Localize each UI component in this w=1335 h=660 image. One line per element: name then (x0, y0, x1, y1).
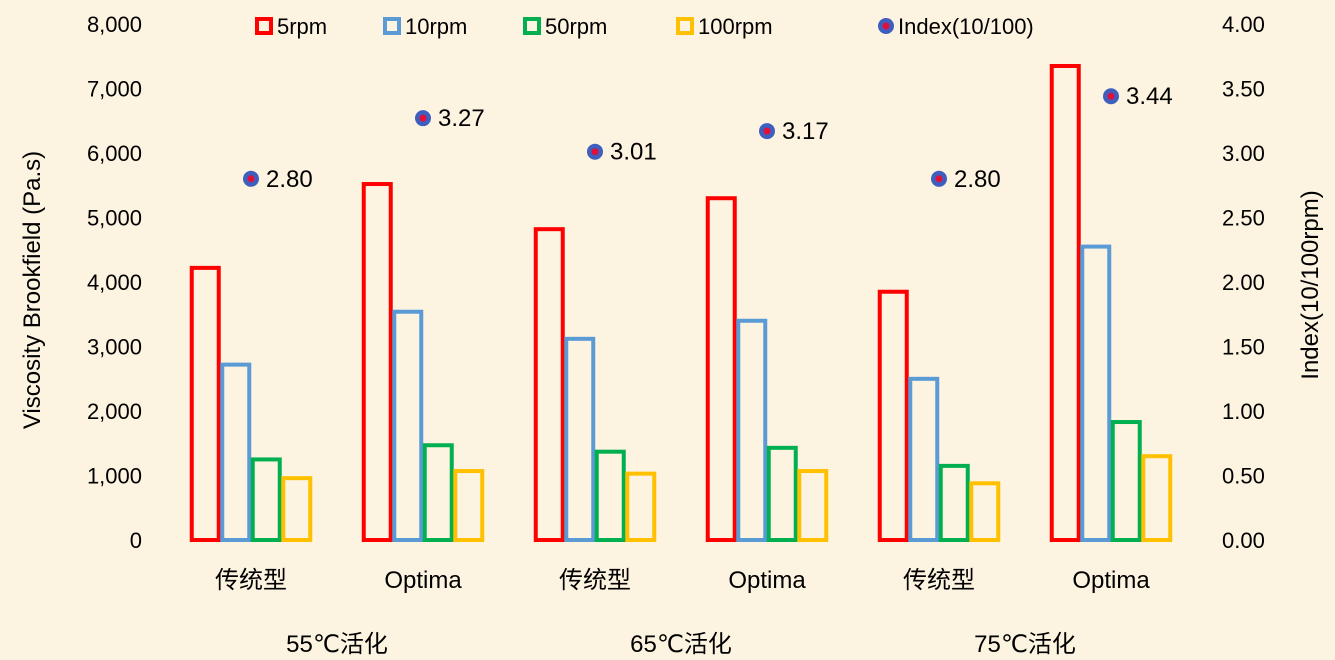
index-data-label: 2.80 (954, 166, 1001, 193)
bar-100rpm (969, 481, 1001, 542)
bar-50rpm (422, 443, 454, 542)
index-data-label: 3.17 (782, 118, 829, 145)
bar-50rpm (938, 463, 970, 543)
y2-tick-label: 1.00 (1222, 399, 1265, 424)
y-tick-label: 1,000 (87, 464, 142, 489)
bar-50rpm (1110, 420, 1142, 542)
bar-5rpm (361, 182, 393, 542)
index-marker-core (247, 175, 255, 183)
bar-100rpm (1141, 454, 1173, 542)
index-marker-core (935, 175, 943, 183)
category-label: Optima (728, 567, 806, 594)
bar-50rpm (250, 457, 282, 542)
bar-5rpm (705, 196, 737, 542)
legend-label: 100rpm (698, 14, 773, 39)
right-axis: 0.00 0.50 1.00 1.50 2.00 2.50 3.00 3.50 4.00 (1222, 12, 1265, 553)
category-label: Optima (1072, 567, 1150, 594)
bar-10rpm (392, 309, 424, 542)
group-label: 65℃活化 (630, 631, 732, 658)
index-data-label: 2.80 (266, 166, 313, 193)
y-tick-label: 6,000 (87, 141, 142, 166)
category-label: 传统型 (559, 567, 631, 594)
bar-10rpm (564, 336, 596, 543)
y2-axis-title: Index(10/100rpm) (1297, 190, 1324, 379)
category-label: 传统型 (215, 567, 287, 594)
legend-swatch-100rpm (676, 17, 694, 35)
bar-50rpm (594, 449, 626, 543)
y2-tick-label: 3.50 (1222, 77, 1265, 102)
bar-10rpm (908, 376, 940, 542)
index-marker-core (419, 114, 427, 122)
bar-100rpm (625, 471, 657, 543)
index-data-label: 3.44 (1126, 83, 1173, 110)
y2-tick-label: 3.00 (1222, 141, 1265, 166)
category-label: 传统型 (903, 567, 975, 594)
legend-label: 50rpm (545, 14, 607, 39)
index-data-label: 3.01 (610, 139, 657, 166)
y2-tick-label: 0.00 (1222, 528, 1265, 553)
bar-100rpm (453, 469, 485, 542)
y-tick-label: 4,000 (87, 270, 142, 295)
group-label: 55℃活化 (286, 631, 388, 658)
category-label: Optima (384, 567, 462, 594)
legend: 5rpm 10rpm 50rpm 100rpm Index(10/100) (255, 14, 1034, 39)
bar-100rpm (281, 476, 313, 542)
legend-label: Index(10/100) (898, 14, 1034, 39)
y-tick-label: 7,000 (87, 77, 142, 102)
legend-swatch-index-core (882, 22, 890, 30)
category-labels: 传统型 Optima 传统型 Optima 传统型 Optima (215, 567, 1150, 594)
y-axis-title: Viscosity Brookfield (Pa.s) (19, 151, 46, 429)
y-tick-label: 3,000 (87, 335, 142, 360)
legend-label: 5rpm (277, 14, 327, 39)
legend-swatch-5rpm (255, 17, 273, 35)
legend-label: 10rpm (405, 14, 467, 39)
y2-tick-label: 4.00 (1222, 12, 1265, 37)
bar-100rpm (797, 469, 829, 542)
y2-tick-label: 1.50 (1222, 335, 1265, 360)
group-labels: 55℃活化 65℃活化 75℃活化 (286, 631, 1076, 658)
bar-5rpm (877, 289, 909, 542)
bar-10rpm (1080, 244, 1112, 542)
y2-tick-label: 0.50 (1222, 464, 1265, 489)
group-label: 75℃活化 (974, 631, 1076, 658)
legend-swatch-50rpm (523, 17, 541, 35)
index-data-label: 3.27 (438, 105, 485, 132)
bar-5rpm (533, 227, 565, 543)
bar-5rpm (1049, 63, 1081, 543)
bar-50rpm (766, 445, 798, 542)
bar-10rpm (736, 318, 768, 543)
y-tick-label: 0 (130, 528, 142, 553)
index-marker-core (1107, 92, 1115, 100)
legend-swatch-10rpm (383, 17, 401, 35)
bar-10rpm (220, 362, 252, 542)
index-marker-core (591, 148, 599, 156)
index-markers: 2.80 3.27 3.01 3.17 2.80 3.44 (243, 83, 1173, 193)
y-tick-label: 5,000 (87, 206, 142, 231)
index-marker-core (763, 127, 771, 135)
left-axis: 0 1,000 2,000 3,000 4,000 5,000 6,000 7,000 8,00… (87, 12, 142, 553)
y2-tick-label: 2.50 (1222, 206, 1265, 231)
bars (189, 63, 1173, 543)
y-tick-label: 8,000 (87, 12, 142, 37)
y-tick-label: 2,000 (87, 399, 142, 424)
y2-tick-label: 2.00 (1222, 270, 1265, 295)
bar-5rpm (189, 265, 221, 542)
